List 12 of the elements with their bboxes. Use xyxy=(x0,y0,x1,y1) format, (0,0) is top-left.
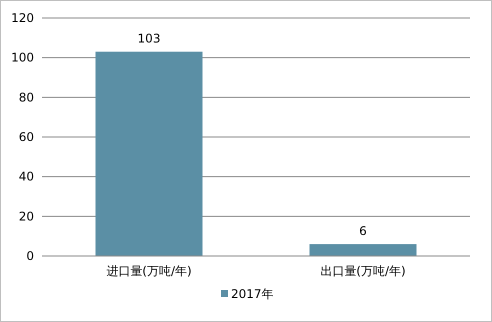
data-label: 103 xyxy=(138,32,160,46)
y-tick-label: 60 xyxy=(18,130,34,144)
y-tick-label: 0 xyxy=(26,249,34,263)
x-tick-label: 进口量(万吨/年) xyxy=(106,264,192,278)
data-label: 6 xyxy=(359,224,367,238)
y-tick-label: 100 xyxy=(11,50,34,65)
y-tick-label: 120 xyxy=(11,11,34,25)
x-tick-label: 出口量(万吨/年) xyxy=(320,264,406,278)
legend-label: 2017年 xyxy=(231,287,274,301)
y-tick-label: 40 xyxy=(18,170,34,184)
y-tick-label: 20 xyxy=(18,209,34,224)
y-tick-label: 80 xyxy=(18,90,34,104)
